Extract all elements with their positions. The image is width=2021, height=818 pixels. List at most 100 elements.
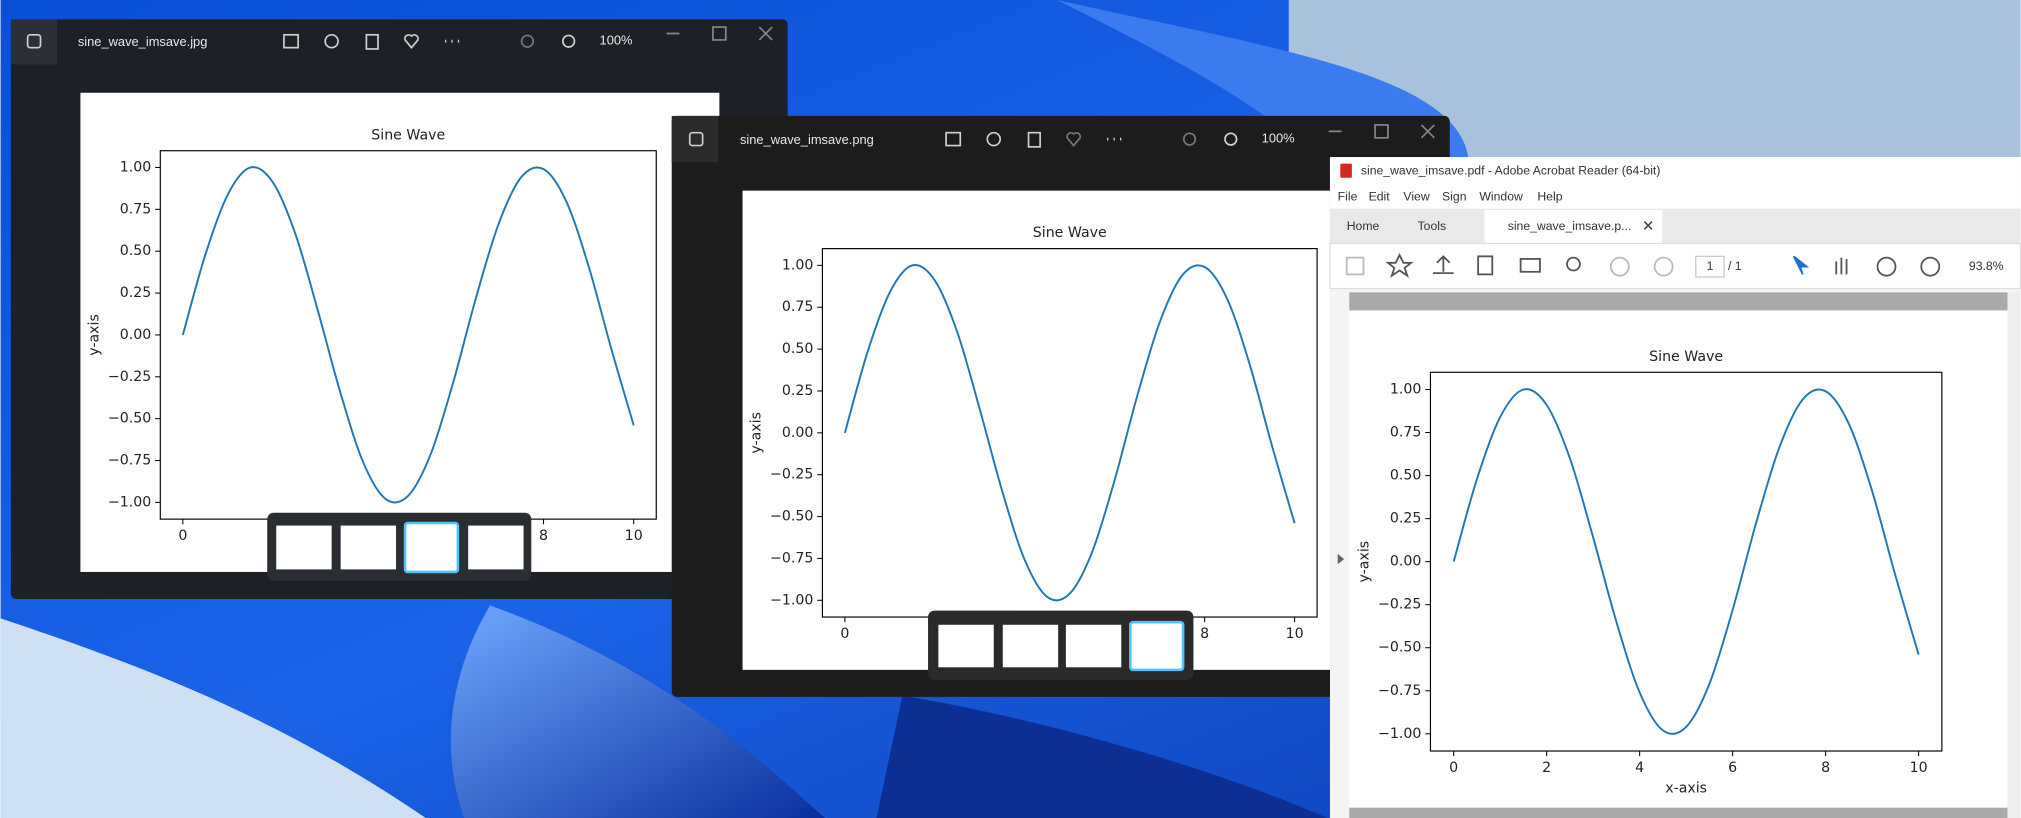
scrollbar[interactable]: [2007, 292, 2021, 818]
tab-close[interactable]: [1643, 221, 1653, 230]
delete-icon[interactable]: [365, 33, 379, 50]
toolbar-icons: [283, 26, 773, 50]
window-controls[interactable]: [1328, 124, 1435, 139]
tab[interactable]: Home: [1347, 219, 1380, 233]
x-tick-label: 0: [840, 626, 849, 642]
y-tick-label: 0.50: [120, 243, 152, 259]
toolbar: [1329, 242, 2021, 290]
delete-icon[interactable]: [1027, 131, 1041, 148]
chart-title: Sine Wave: [1649, 349, 1723, 365]
data-line: [181, 166, 635, 504]
window-title: sine_wave_imsave.png: [740, 132, 874, 147]
y-tick-label: 0.75: [120, 201, 152, 217]
page-box[interactable]: [1695, 255, 1725, 278]
select-icon[interactable]: [1792, 255, 1810, 275]
y-tick-label: −1.00: [1378, 726, 1421, 742]
upload-icon[interactable]: [1433, 255, 1454, 274]
menu-item[interactable]: Help: [1537, 189, 1562, 203]
y-tick-label: 0.25: [782, 383, 814, 399]
y-tick-label: 0.25: [1390, 511, 1422, 527]
page-gap: [1349, 807, 2008, 818]
data-line: [843, 264, 1296, 602]
thumbnail-selected[interactable]: [403, 521, 460, 574]
y-tick-label: −0.50: [1378, 640, 1421, 656]
menu-item[interactable]: Sign: [1442, 189, 1466, 203]
y-tick-label: 1.00: [782, 257, 814, 273]
menu-item[interactable]: File: [1338, 189, 1358, 203]
thumbnail[interactable]: [468, 525, 524, 570]
zoom-in-icon[interactable]: [1920, 256, 1941, 277]
image: [80, 92, 720, 572]
tab[interactable]: sine_wave_imsave.p...: [1508, 219, 1632, 233]
x-tick-label: 6: [1728, 760, 1737, 776]
window-controls[interactable]: [666, 26, 773, 41]
x-tick-label: 0: [178, 528, 187, 544]
y-tick-label: −0.25: [108, 369, 151, 385]
menu-item[interactable]: Edit: [1369, 189, 1391, 203]
y-tick-label: 0.50: [782, 341, 814, 357]
y-tick-label: −0.25: [770, 467, 813, 483]
wallpaper-light: [0, 618, 426, 818]
save-icon[interactable]: [1345, 256, 1365, 276]
toolbar-icons: [1345, 253, 1941, 278]
star-icon[interactable]: [1385, 253, 1414, 278]
x-tick-label: 8: [1200, 626, 1209, 642]
protect-icon[interactable]: [1477, 255, 1494, 276]
thumbnail-selected[interactable]: [1129, 620, 1185, 672]
rotate-icon[interactable]: [324, 33, 339, 49]
y-tick-label: −0.50: [108, 411, 151, 427]
y-tick-label: −0.50: [770, 509, 813, 525]
menu-item[interactable]: View: [1403, 189, 1429, 203]
thumbnail[interactable]: [276, 525, 332, 570]
photos-window: sine_wave_imsave.png 100% −1.00 −0.75 −0.5…: [671, 115, 1450, 697]
page-total: / 1: [1728, 259, 1742, 273]
app-icon[interactable]: [688, 131, 704, 147]
thumbnail[interactable]: [938, 624, 994, 668]
thumbnail[interactable]: [340, 525, 397, 570]
y-tick-label: 0.00: [120, 327, 152, 343]
filmstrip: [267, 512, 532, 581]
acrobat-window: sine_wave_imsave.pdf - Adobe Acrobat Rea…: [1329, 157, 2021, 818]
x-tick-label: 8: [539, 528, 548, 544]
filmstrip: [928, 610, 1194, 681]
zoom-in-icon[interactable]: [1224, 132, 1238, 146]
photos-window: sine_wave_imsave.jpg 100% −1.00 −0.75 −0.5…: [10, 19, 788, 600]
filmstrip-bg: [267, 512, 532, 581]
zoom-out-icon[interactable]: [1876, 256, 1897, 277]
active-tab[interactable]: [1484, 209, 1663, 244]
favorite-icon[interactable]: [404, 34, 419, 49]
rotate-icon[interactable]: [986, 131, 1002, 147]
zoom-in-icon[interactable]: [562, 34, 576, 48]
thumbnail[interactable]: [1065, 624, 1122, 668]
x-tick-label: 10: [1910, 760, 1928, 776]
y-axis-label: y-axis: [87, 314, 103, 356]
next-page-icon[interactable]: [1653, 256, 1674, 277]
app-icon[interactable]: [26, 33, 42, 49]
hand-icon[interactable]: [1835, 257, 1848, 275]
y-tick-label: 1.00: [120, 159, 152, 175]
y-tick-label: 0.25: [120, 285, 152, 301]
y-tick-label: 0.75: [782, 299, 814, 315]
search-icon[interactable]: [1566, 256, 1581, 272]
tab[interactable]: Tools: [1418, 219, 1447, 233]
chart-title: Sine Wave: [371, 127, 445, 143]
zoom-out-icon[interactable]: [1182, 132, 1197, 146]
zoom-out-icon[interactable]: [520, 34, 535, 48]
x-tick-label: 8: [1821, 760, 1830, 776]
print-icon[interactable]: [1519, 258, 1541, 273]
prev-page-icon[interactable]: [1609, 256, 1630, 277]
data-line: [1452, 388, 1920, 735]
y-tick-label: −0.25: [1378, 597, 1421, 613]
image: [742, 190, 1330, 670]
edit-icon[interactable]: [945, 131, 962, 147]
favorite-icon[interactable]: [1066, 131, 1082, 147]
menu-bar: [1329, 184, 2021, 209]
edit-icon[interactable]: [283, 33, 299, 49]
panel-toggle[interactable]: [1337, 553, 1345, 565]
x-axis-label: x-axis: [1665, 780, 1707, 796]
y-axis-label: y-axis: [1357, 541, 1373, 583]
menu-item[interactable]: Window: [1479, 189, 1523, 203]
zoom-level: 100%: [1262, 131, 1295, 146]
app-icon-area: [671, 115, 719, 163]
thumbnail[interactable]: [1002, 624, 1059, 668]
